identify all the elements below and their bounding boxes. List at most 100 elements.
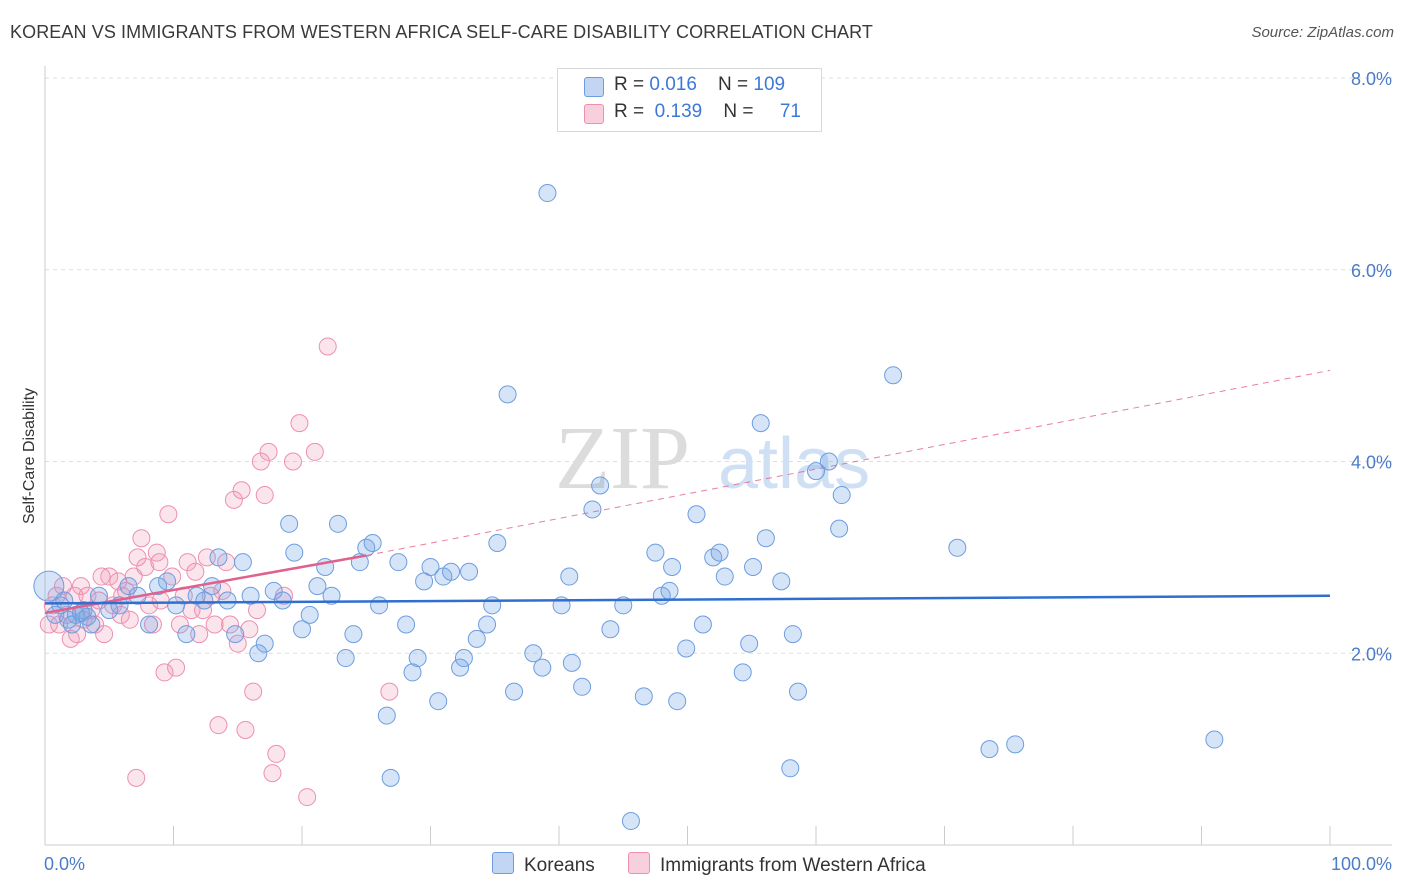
data-point-wa [163,567,182,586]
data-point-wa [186,562,205,581]
data-point-wa [120,610,139,629]
data-point-korean [601,620,620,639]
data-point-korean [285,543,304,562]
legend-n-label: N = [718,74,754,95]
data-point-korean [884,366,903,385]
data-point-korean [233,553,252,572]
data-point-korean [226,625,245,644]
watermark-zip: ZIP [555,409,690,508]
data-point-wa [209,716,228,735]
legend-swatch-wa [584,104,604,124]
data-point-korean [255,634,274,653]
data-point-wa [111,605,130,624]
data-point-korean [280,514,299,533]
data-point-wa [127,768,146,787]
data-point-korean [980,740,999,759]
correlation-legend: R = 0.016 N = 109 R = 0.139 N = 71 [557,68,822,132]
data-point-korean [370,596,389,615]
data-point-korean [377,706,396,725]
data-point-korean [119,577,138,596]
data-point-korean [241,586,260,605]
data-point-korean [33,570,65,602]
data-point-wa [143,615,162,634]
data-point-korean [789,682,808,701]
data-point-korean [209,548,228,567]
data-point-korean [467,629,486,648]
data-point-korean [591,476,610,495]
data-point-wa [224,490,243,509]
axes [44,66,1392,846]
data-point-wa [205,615,224,634]
data-point-wa [251,452,270,471]
data-point-korean [948,538,967,557]
data-point-korean [322,586,341,605]
legend-n-value: 109 [753,74,786,95]
chart-title: KOREAN VS IMMIGRANTS FROM WESTERN AFRICA… [10,22,874,42]
data-point-korean [660,581,679,600]
data-point-korean [460,562,479,581]
y-tick-label: 6.0% [1351,261,1392,281]
data-point-korean [293,620,311,639]
korean-points [33,184,1224,831]
data-point-korean [403,663,422,682]
data-point-korean [621,812,640,831]
data-point-korean [55,591,74,610]
data-point-wa [95,625,114,644]
data-point-korean [1205,730,1224,749]
data-point-korean [451,658,470,677]
data-point-korean [573,677,592,696]
data-point-wa [53,577,72,596]
data-point-korean [158,572,177,591]
bottom-legend-label-wa: Immigrants from Western Africa [660,855,926,876]
legend-r-label: R = [614,101,650,122]
data-point-wa [159,505,178,524]
data-point-korean [177,625,196,644]
data-point-wa [318,337,337,356]
data-point-korean [264,581,283,600]
data-point-korean [538,184,557,203]
data-point-korean [454,649,473,668]
bottom-legend-koreans: Koreans [492,852,595,877]
legend-r-value: 0.016 [649,74,697,95]
data-point-korean [677,639,696,658]
data-point-wa [259,442,278,461]
data-point-korean [710,543,729,562]
data-point-korean [273,591,292,610]
y-tick-label: 2.0% [1351,644,1392,664]
data-point-korean [203,577,222,596]
data-point-wa [155,663,174,682]
data-point-korean [505,682,524,701]
data-point-wa [92,567,111,586]
data-point-korean [389,553,408,572]
data-point-korean [781,759,800,778]
data-point-korean [744,557,763,576]
data-point-wa [221,615,240,634]
data-point-wa [298,788,317,807]
data-point-korean [328,514,347,533]
data-point-wa [167,658,186,677]
data-point-korean [218,591,237,610]
data-point-korean [583,500,602,519]
data-point-korean [733,663,752,682]
data-point-wa [132,529,151,548]
data-point-korean [344,625,363,644]
data-point-korean [249,644,268,663]
data-point-wa [50,615,69,634]
data-point-korean [693,615,712,634]
data-point-korean [751,414,770,433]
legend-r-value: 0.139 [654,101,703,122]
legend-n-label: N = [723,101,759,122]
data-point-korean [524,644,543,663]
legend-r-label: R = [614,74,650,95]
data-point-wa [170,615,189,634]
watermark: ZIP atlas [555,409,870,508]
data-point-korean [140,615,159,634]
data-point-wa [263,764,282,783]
source-label: Source: ZipAtlas.com [1251,24,1394,41]
data-point-korean [772,572,791,591]
data-point-wa [305,442,324,461]
data-point-wa [240,620,259,639]
data-point-korean [363,533,382,552]
data-point-korean [832,486,851,505]
